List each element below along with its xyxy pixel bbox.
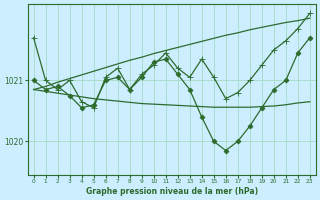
X-axis label: Graphe pression niveau de la mer (hPa): Graphe pression niveau de la mer (hPa) (86, 187, 258, 196)
